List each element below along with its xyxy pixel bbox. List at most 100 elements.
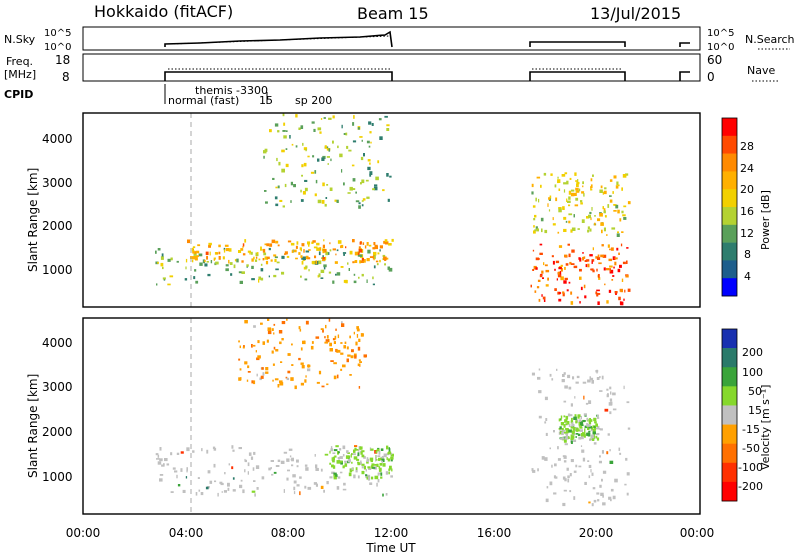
velocity-cell [623,385,625,390]
power-cell [583,284,586,289]
velocity-cell [268,467,271,471]
power-cell [547,277,549,281]
velocity-cell [247,371,251,373]
power-cell [560,268,563,272]
power-cell [315,179,318,184]
power-cell [218,251,221,255]
velocity-cell [368,467,372,470]
power-cell [562,292,565,297]
velocity-cell [342,364,346,368]
power-cell [295,257,298,260]
power-cell [609,268,611,272]
power-cell [617,268,621,273]
power-colorbar-swatch [722,171,737,190]
power-cell [626,260,628,264]
power-cell [558,292,562,294]
velocity-cell [561,428,564,431]
power-cell [549,195,552,199]
power-cell [262,248,266,253]
velocity-cell [356,328,360,332]
power-cell [571,227,576,231]
velocity-cell [582,381,587,384]
power-cell [157,261,159,264]
velocity-cell [267,318,270,321]
power-cell [603,267,606,271]
power-cell [332,248,336,251]
power-cell [187,239,190,244]
velocity-cell [561,429,566,433]
velocity-cell [358,386,361,389]
velocity-cell [378,469,382,472]
power-cell [576,296,579,299]
velocity-cell [353,456,358,460]
power-cell [347,262,349,265]
velocity-cell [538,415,542,419]
velocity-cell [334,335,337,340]
power-cell [361,257,364,261]
power-ytick-2000: 2000 [42,219,73,233]
power-cell [382,189,385,192]
xtick-0400: 04:00 [169,526,204,540]
velocity-cell [370,465,374,469]
power-cell [535,197,537,202]
power-cell [575,190,577,193]
power-cell [550,173,553,176]
power-cell [325,251,329,256]
velocity-cell [567,374,571,379]
velocity-cell [377,479,380,483]
power-cell [533,225,535,228]
power-cell [610,247,614,251]
power-cell [322,257,326,260]
velocity-cell [586,432,590,436]
velocity-cell [357,475,360,479]
power-cell [587,229,590,233]
power-cell [389,175,392,178]
power-cell [386,124,390,127]
velocity-cell [244,320,248,324]
velocity-cell [170,491,174,493]
power-cell [228,259,230,264]
velocity-cell [186,467,188,471]
date-title: 13/Jul/2015 [590,4,681,23]
velocity-cell [558,431,561,435]
velocity-cell [299,476,302,479]
power-cell [600,222,604,226]
power-cell [614,291,618,294]
velocity-cell [340,352,344,355]
velocity-cell [593,426,596,428]
power-cell [582,185,584,188]
power-cell [223,249,226,253]
power-cell [345,132,348,136]
power-cell [621,187,623,191]
power-cell [250,251,253,255]
velocity-cell [563,439,567,443]
power-cell [301,243,305,247]
velocity-cell [320,485,324,489]
power-cell [308,243,310,247]
velocity-cell [324,453,329,456]
velocity-cell [602,502,606,506]
velocity-cell [626,472,630,476]
velocity-cell [246,379,249,382]
velocity-cell [572,427,576,431]
velocity-cell [363,354,367,358]
power-cell [371,123,374,126]
power-cell [552,217,554,221]
power-cell [374,184,378,187]
power-cell [613,266,615,269]
power-cell [295,145,298,148]
power-cell [238,271,242,274]
velocity-cell [567,478,570,483]
velocity-cell [591,426,593,430]
power-cell [225,264,229,267]
velocity-cell [322,329,324,333]
power-cell [541,228,543,233]
velocity-cell [592,431,596,435]
velocity-cell [358,359,361,362]
power-cell [312,155,315,158]
velocity-cell [578,465,582,468]
power-cell [315,260,318,265]
velocity-cell [591,434,594,438]
power-cell [373,242,376,246]
velocity-cell [582,432,586,435]
